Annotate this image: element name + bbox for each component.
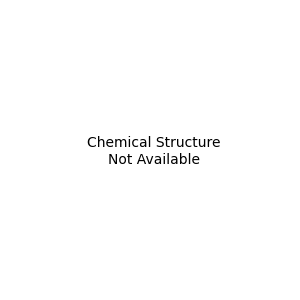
Text: Chemical Structure
Not Available: Chemical Structure Not Available [87, 136, 220, 166]
